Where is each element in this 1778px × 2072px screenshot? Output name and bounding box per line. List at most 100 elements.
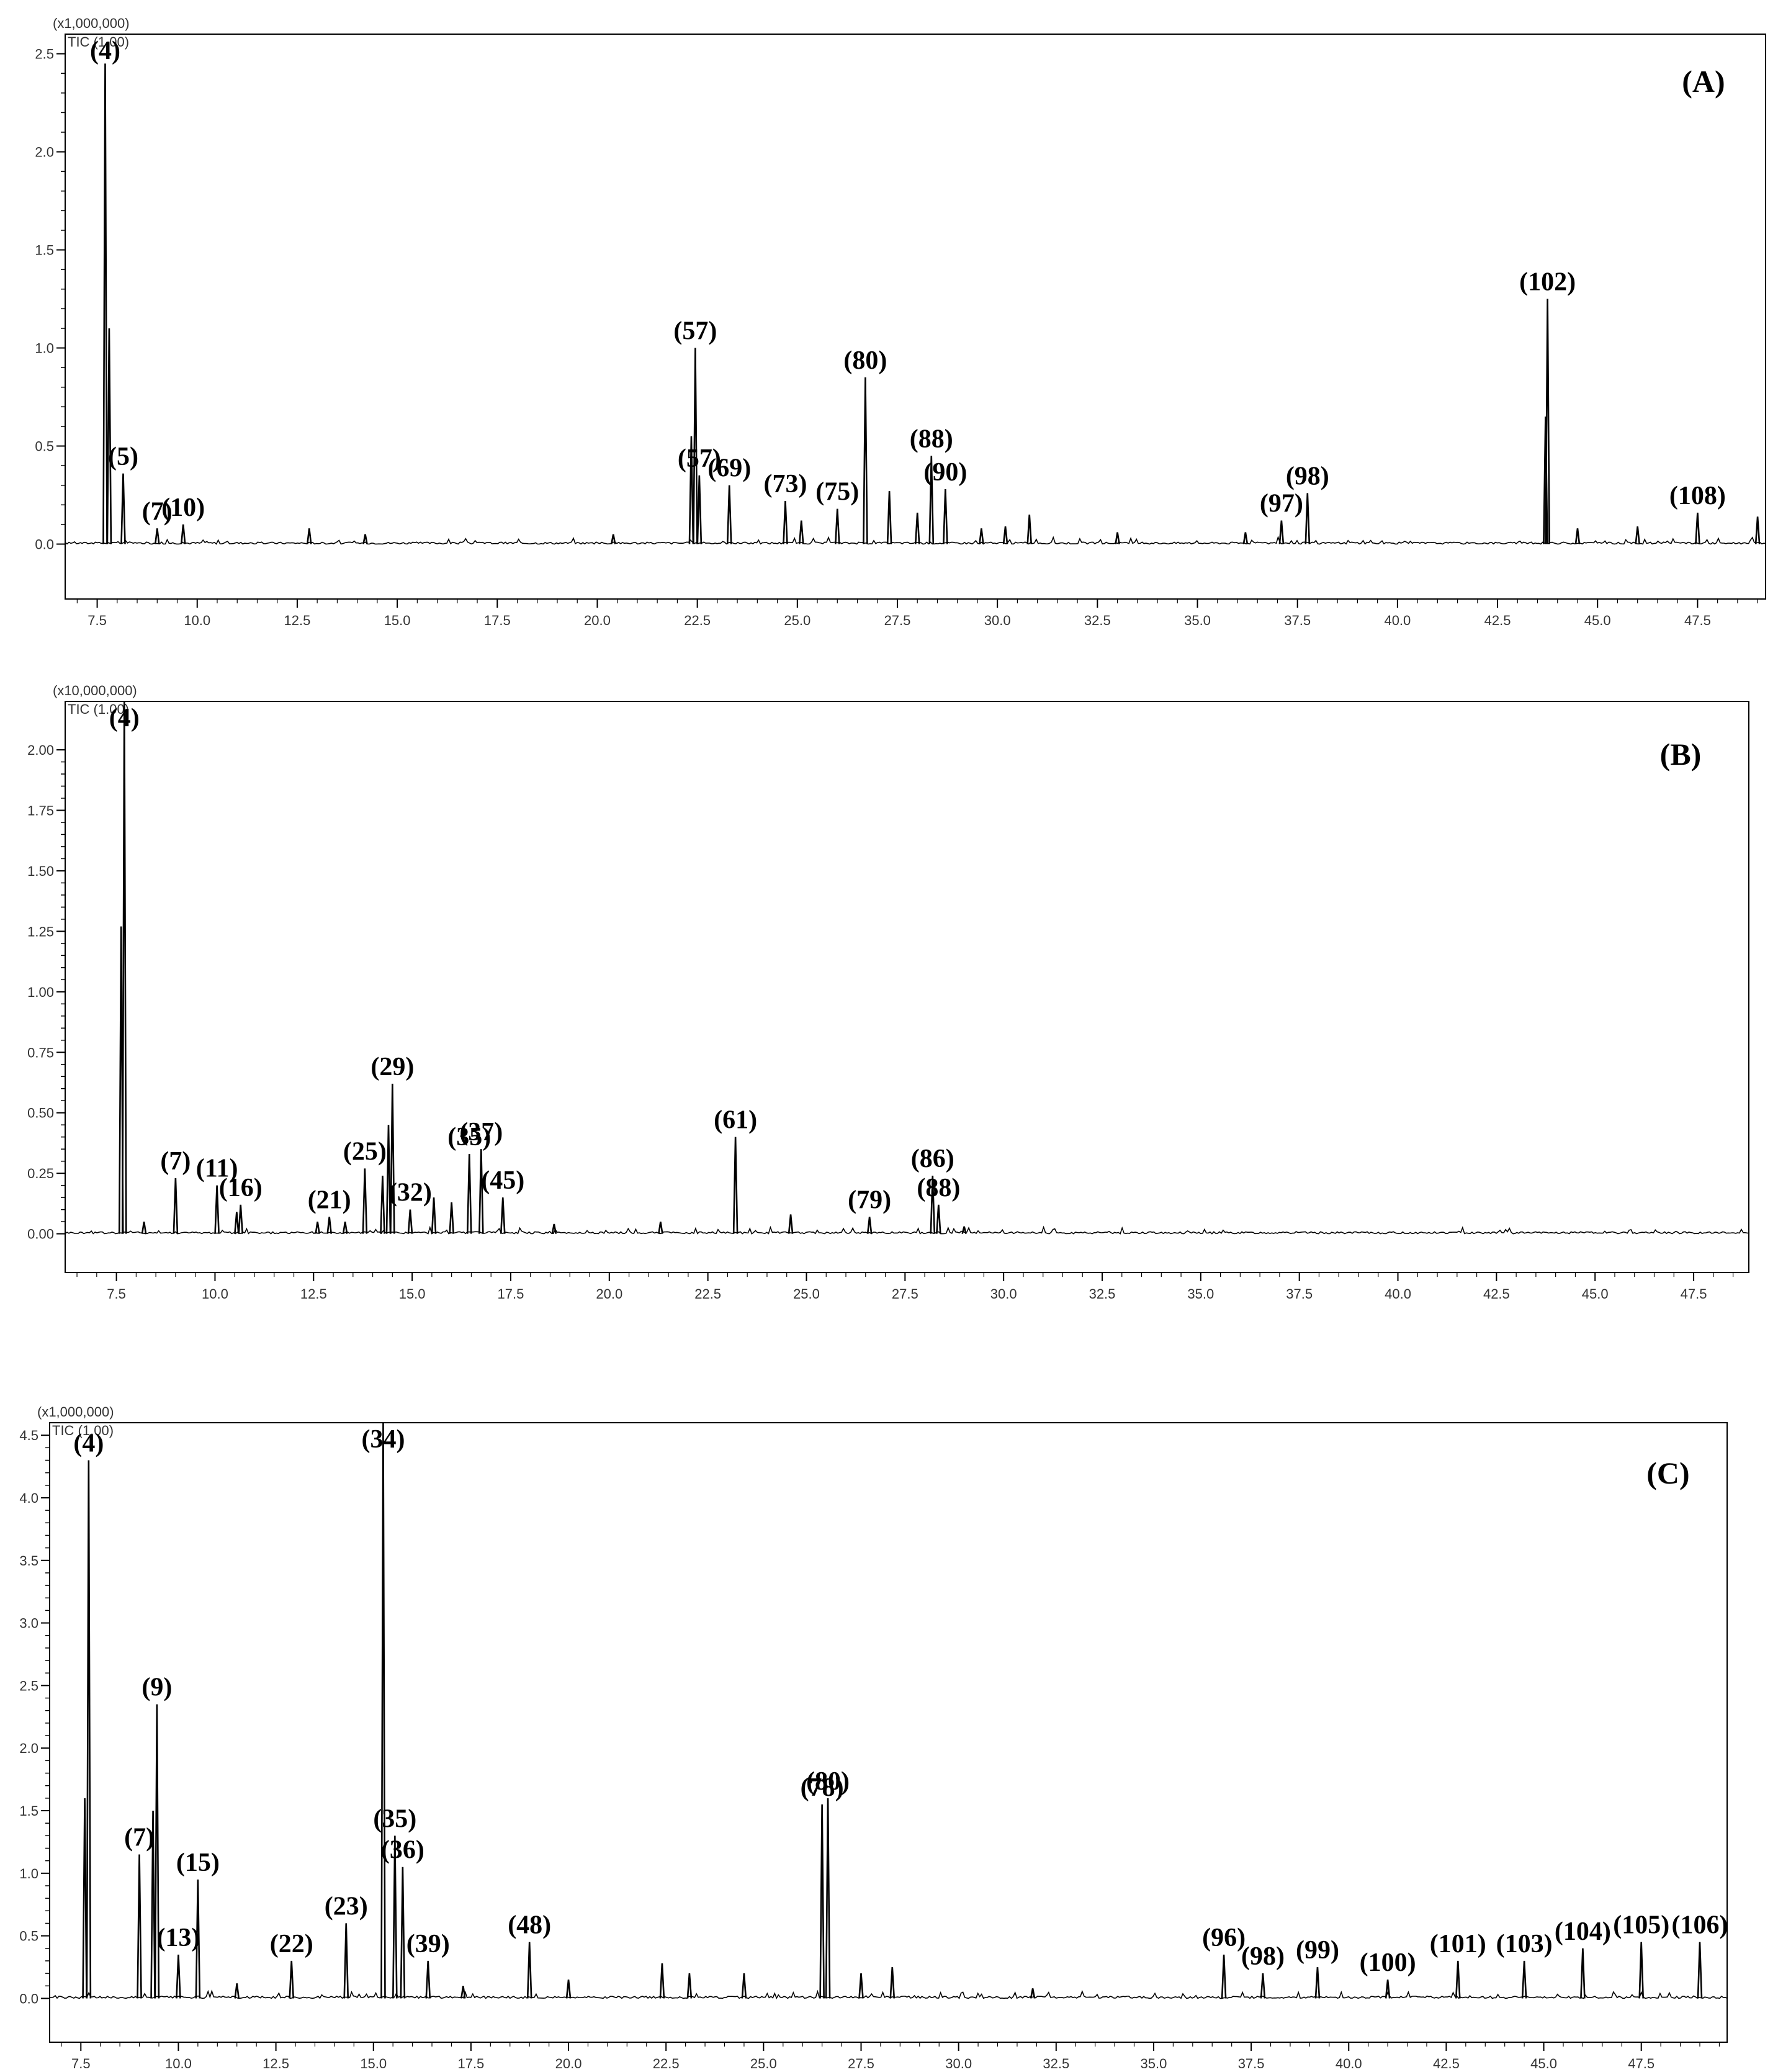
peak bbox=[1278, 520, 1285, 544]
peak bbox=[696, 475, 703, 544]
peak bbox=[686, 1973, 693, 1999]
x-tick-label: 7.5 bbox=[107, 1286, 126, 1302]
peak-label: (36) bbox=[381, 1836, 424, 1865]
peak-label: (108) bbox=[1669, 482, 1726, 510]
peak bbox=[914, 512, 920, 544]
peak bbox=[407, 1209, 413, 1234]
trace-label: TIC (1.00) bbox=[68, 34, 129, 50]
trace-label: TIC (1.00) bbox=[52, 1423, 114, 1438]
y-tick-label: 1.00 bbox=[27, 984, 54, 1000]
peak bbox=[315, 1221, 320, 1234]
peak-label: (4) bbox=[73, 1429, 104, 1457]
peak-label: (88) bbox=[910, 425, 953, 453]
peak bbox=[1543, 417, 1548, 544]
peak bbox=[137, 1854, 142, 1999]
peak bbox=[798, 520, 804, 544]
peak bbox=[326, 1217, 332, 1234]
y-tick-label: 1.75 bbox=[27, 803, 54, 818]
chromatogram-panel-3: 0.0 0.5 1.0 1.5 2.0 2.5 3.0 3.5 4.0 4.5 7.5 10.0 12.… bbox=[19, 1404, 1728, 2071]
peak-label: (73) bbox=[763, 470, 807, 498]
x-tick-label: 20.0 bbox=[555, 2056, 582, 2069]
peak-label: (35) bbox=[447, 1123, 491, 1151]
peak bbox=[551, 1223, 557, 1234]
peak bbox=[1455, 1960, 1461, 1999]
y-tick-label: 1.0 bbox=[35, 341, 54, 356]
peak bbox=[659, 1963, 665, 1999]
peak-label: (45) bbox=[481, 1166, 524, 1195]
baseline-trace bbox=[65, 1225, 1749, 1235]
y-tick-label: 3.5 bbox=[19, 1553, 38, 1569]
x-tick-label: 15.0 bbox=[360, 2056, 387, 2069]
peak-label: (7) bbox=[160, 1147, 191, 1176]
peak bbox=[1638, 1942, 1645, 1999]
panel-label: (C) bbox=[1646, 1456, 1689, 1490]
x-tick-label: 45.0 bbox=[1584, 613, 1611, 628]
peak-label: (21) bbox=[308, 1186, 351, 1214]
x-tick-label: 47.5 bbox=[1681, 1286, 1707, 1302]
peak-label: (4) bbox=[109, 704, 140, 732]
peak-label: (79) bbox=[848, 1186, 891, 1214]
peak-label: (104) bbox=[1555, 1917, 1611, 1946]
x-tick-label: 25.0 bbox=[793, 1286, 820, 1302]
peak bbox=[1115, 532, 1120, 544]
peak bbox=[478, 1149, 484, 1234]
peak-label: (32) bbox=[388, 1179, 432, 1207]
peak-label: (39) bbox=[406, 1930, 450, 1958]
peak bbox=[460, 1986, 466, 1999]
x-tick-label: 7.5 bbox=[88, 613, 107, 628]
peak bbox=[431, 1197, 437, 1234]
x-tick-label: 35.0 bbox=[1187, 1286, 1214, 1302]
x-tick-label: 42.5 bbox=[1483, 1286, 1510, 1302]
peak-label: (57) bbox=[678, 444, 721, 473]
x-tick-label: 22.5 bbox=[684, 613, 711, 628]
y-tick-label: 1.5 bbox=[19, 1803, 38, 1819]
peak bbox=[82, 1798, 88, 1999]
peak-label: (22) bbox=[270, 1930, 313, 1958]
x-tick-label: 47.5 bbox=[1628, 2056, 1655, 2069]
peak bbox=[306, 528, 312, 544]
peak bbox=[385, 1125, 392, 1234]
peak bbox=[1697, 1942, 1703, 1999]
peak-label: (37) bbox=[459, 1118, 503, 1146]
plot-frame bbox=[49, 1422, 1728, 2043]
peak bbox=[390, 1083, 395, 1234]
peak bbox=[380, 1422, 386, 1999]
peak-label: (34) bbox=[361, 1425, 405, 1454]
peak-label: (7) bbox=[142, 497, 173, 526]
peak bbox=[866, 1217, 873, 1234]
peak bbox=[565, 1980, 572, 1999]
x-tick-label: 25.0 bbox=[750, 2056, 777, 2069]
peak bbox=[362, 1168, 368, 1234]
peak bbox=[1221, 1954, 1227, 1999]
peak bbox=[380, 1176, 385, 1234]
y-multiplier-label: (x1,000,000) bbox=[53, 16, 130, 31]
peak-label: (97) bbox=[1260, 490, 1303, 518]
y-tick-label: 1.50 bbox=[27, 863, 54, 879]
peak bbox=[141, 1221, 147, 1234]
x-tick-label: 15.0 bbox=[384, 613, 411, 628]
peak bbox=[979, 528, 984, 544]
peak-label: (5) bbox=[108, 443, 138, 471]
peak bbox=[122, 701, 127, 1234]
plot-frame bbox=[65, 701, 1749, 1273]
peak bbox=[234, 1212, 240, 1234]
x-tick-label: 17.5 bbox=[484, 613, 511, 628]
peak-label: (96) bbox=[1202, 1924, 1246, 1952]
y-tick-label: 0.00 bbox=[27, 1227, 54, 1242]
peak bbox=[788, 1214, 794, 1234]
y-tick-label: 2.5 bbox=[35, 47, 54, 62]
peak-label: (13) bbox=[156, 1924, 200, 1952]
y-tick-label: 0.5 bbox=[35, 439, 54, 454]
peak bbox=[858, 1973, 864, 1999]
x-tick-label: 15.0 bbox=[399, 1286, 426, 1302]
peak bbox=[1580, 1948, 1586, 1999]
x-tick-label: 17.5 bbox=[457, 2056, 484, 2069]
peak bbox=[195, 1879, 201, 1999]
x-tick-label: 22.5 bbox=[653, 2056, 680, 2069]
y-tick-label: 0.25 bbox=[27, 1166, 54, 1181]
peak bbox=[834, 508, 840, 544]
peak bbox=[732, 1137, 739, 1234]
peak-label: (90) bbox=[923, 458, 967, 487]
